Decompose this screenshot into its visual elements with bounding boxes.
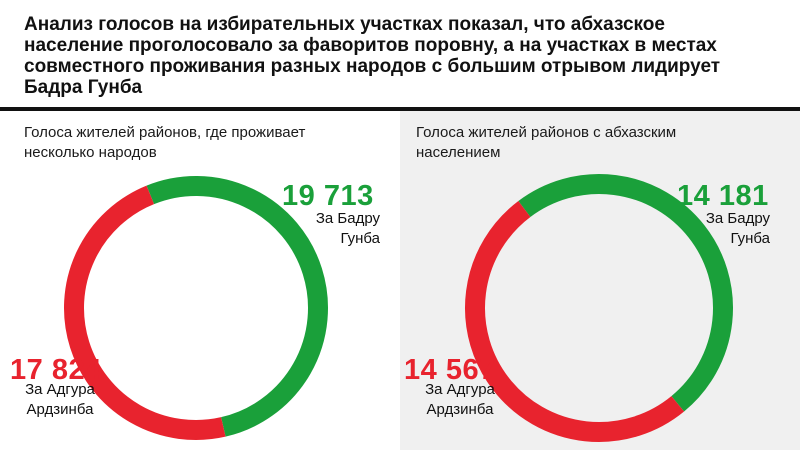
headline: Анализ голосов на избирательных участках… <box>24 14 721 98</box>
ardzinba-label: За Адгура Ардзинба <box>408 380 512 420</box>
ardzinba-label: За Адгура Ардзинба <box>8 380 112 420</box>
gunba-votes-value: 19 713 <box>282 180 374 212</box>
panel-title: Голоса жителей районов, где проживает не… <box>24 124 306 161</box>
slice-ardzinba <box>64 185 226 440</box>
panel-mixed-population: Голоса жителей районов, где проживает не… <box>0 111 400 450</box>
slice-ardzinba <box>465 200 685 442</box>
slice-gunba <box>518 174 733 412</box>
panel-title: Голоса жителей районов с абхазским насел… <box>416 124 677 161</box>
slice-gunba <box>146 176 328 437</box>
panel-abkhaz-population: Голоса жителей районов с абхазским насел… <box>400 111 800 450</box>
ardzinba-votes-value: 17 824 <box>10 354 102 386</box>
gunba-label: За Бадру Гунба <box>292 209 380 249</box>
gunba-label-line1: За Бадру <box>705 210 770 227</box>
donut-chart-mixed <box>64 176 328 440</box>
ardzinba-label-line1: За Адгура <box>425 381 495 398</box>
gunba-label-line1: За Бадру <box>315 210 380 227</box>
ardzinba-votes-value: 14 567 <box>404 354 496 386</box>
gunba-label-line2: Гунба <box>730 230 771 247</box>
header-divider <box>0 107 800 111</box>
ardzinba-label-line1: За Адгура <box>25 381 95 398</box>
ardzinba-label-line2: Ардзинба <box>26 401 94 418</box>
donut-chart-abkhaz <box>465 174 733 442</box>
gunba-label: За Бадру Гунба <box>682 209 770 249</box>
ardzinba-label-line2: Ардзинба <box>426 401 494 418</box>
gunba-votes-value: 14 181 <box>677 180 769 212</box>
gunba-label-line2: Гунба <box>340 230 381 247</box>
